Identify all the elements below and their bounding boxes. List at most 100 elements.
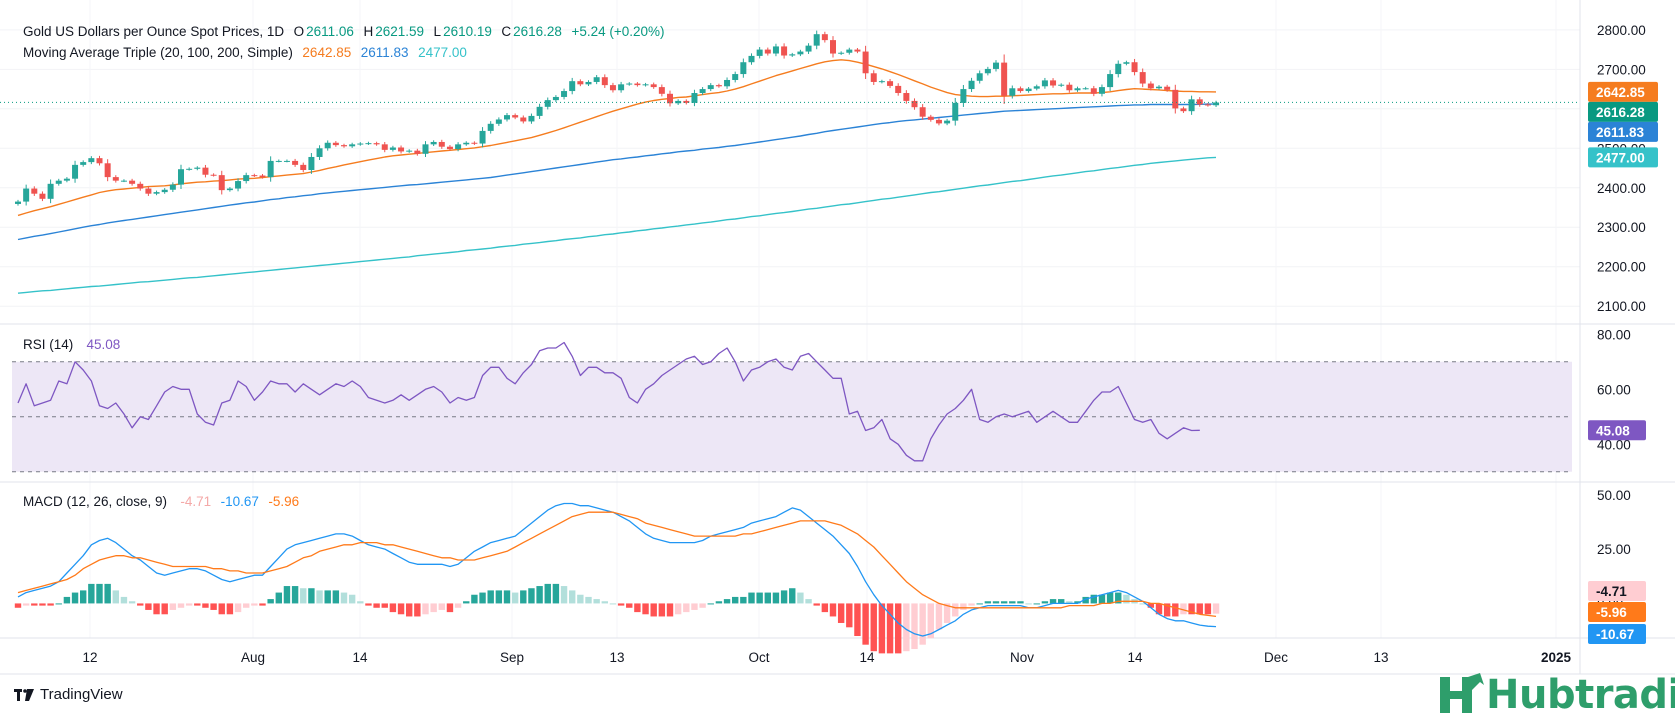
candle-body [919,107,926,117]
time-axis[interactable]: 12 Aug 14 Sep 13 Oct 14 Nov 14 Dec 13 2025 [82,650,1571,665]
candle-body [88,158,95,163]
candle-body [316,148,323,157]
macd-histogram-bar [1098,594,1106,604]
macd-histogram-bar [829,603,837,617]
candle-body [903,93,910,101]
macd-histogram-bar [984,601,992,604]
candle-body [691,93,698,103]
macd-histogram-bar [1196,603,1203,615]
macd-histogram-bar [226,603,234,615]
panel-frames [0,0,1675,675]
macd-histogram-bar [128,601,136,604]
candle-body [267,160,274,178]
candle-body [846,49,853,53]
macd-histogram-bar [805,599,812,604]
macd-histogram-bar [813,603,820,606]
macd-histogram-bar [1204,603,1212,615]
candle-body [878,81,885,83]
macd-histogram-bar [552,583,560,604]
candle-body [1156,86,1162,89]
candle-body [210,174,217,176]
candle-body [504,115,510,120]
macd-histogram-bar [389,603,397,613]
macd-histogram-bar [1090,594,1097,604]
candle-body [593,77,600,82]
candle-body [129,180,136,184]
price-tag-box [1588,81,1658,102]
candle-body [805,45,812,52]
candle-body [1001,62,1008,96]
macd-histogram-bar [80,590,87,604]
candle-body [1131,62,1138,73]
macd-histogram-bar [495,590,503,604]
candle-body [349,144,356,147]
rsi-tick-label: 40.00 [1597,437,1631,452]
macd-histogram-bar [1082,596,1089,604]
time-tick-label: 13 [609,650,624,665]
macd-histogram-bar [22,603,30,606]
macd-histogram-bar [422,603,429,615]
time-tick-label: 2025 [1541,650,1572,665]
macd-histogram-bar [617,603,625,606]
candle-body [283,160,290,162]
candle-body [1164,86,1171,90]
candle-body [626,83,633,85]
macd-legend: MACD (12, 26, close, 9) -4.71 -10.67 -5.… [23,494,301,509]
macd-histogram-bar [560,586,568,604]
macd-histogram-bar [267,599,274,604]
candle-body [699,89,706,94]
candle-body [585,81,592,85]
candle-body [422,144,429,154]
macd-histogram-bar [1017,601,1024,604]
candle-body [495,119,502,124]
macd-histogram-bar [202,603,209,608]
time-tick-label: Sep [500,650,524,665]
candle-body [1033,86,1040,89]
candle-body [341,145,347,147]
open-value: 2611.06 [306,24,354,39]
candle-body [618,84,625,91]
candle-body [39,193,46,199]
candle-body [552,96,559,101]
candle-body [870,73,877,82]
low-label: L [433,24,442,39]
macd-histogram-bar [919,603,926,645]
candle-body [634,83,641,86]
macd-histogram-bar [976,603,983,605]
candle-body [251,175,258,177]
macd-histogram-bar [234,603,242,613]
macd-histogram-bar [414,603,421,617]
macd-histogram-bar [145,603,152,610]
hubtrading-icon [1440,673,1484,713]
macd-histogram-bar [169,603,177,610]
candle-body [47,183,54,199]
macd-histogram-bar [1058,599,1065,604]
price-legend: Gold US Dollars per Ounce Spot Prices, 1… [23,24,667,39]
candle-body [153,192,160,194]
open-label: O [293,24,305,39]
macd-histogram-bar [609,603,617,605]
rsi-legend: RSI (14) 45.08 [23,337,122,352]
macd-histogram-bar [520,590,527,604]
candle-body [1213,102,1220,106]
candle-body [332,142,339,146]
macd-histogram-bar [153,603,160,615]
candle-body [243,175,250,182]
macd-histogram-bar [1139,603,1146,605]
candle-body [80,162,87,165]
candle-body [1058,84,1065,86]
candle-body [1188,99,1195,112]
candle-body [430,141,437,145]
candle-body [935,119,942,124]
macd-histogram-bar [397,603,405,615]
candle-body [952,102,959,121]
tradingview-logo[interactable]: TradingView [14,686,123,703]
macd-histogram-bar [935,603,943,630]
candle-body [226,188,233,191]
candle-body [120,180,127,182]
low-value: 2610.19 [443,24,492,39]
candle-body [308,156,315,170]
macd-histogram-bar [365,603,372,606]
macd-histogram-bar [300,588,307,604]
